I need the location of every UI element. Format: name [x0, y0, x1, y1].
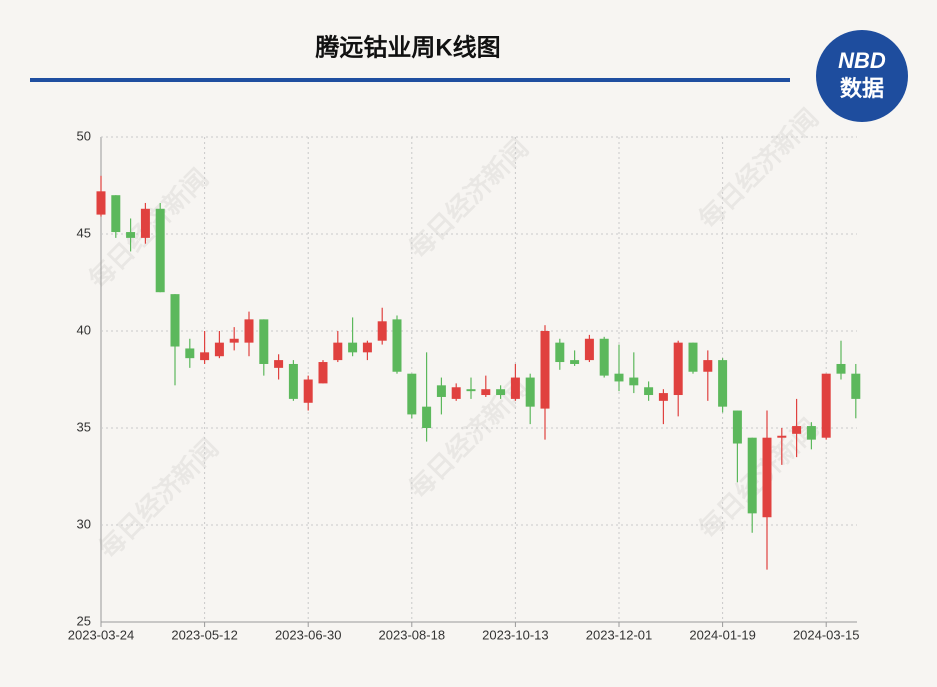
- candle-body: [466, 389, 476, 392]
- candle-body: [155, 208, 165, 293]
- candle-body: [318, 362, 328, 384]
- candle-body: [377, 321, 387, 341]
- x-tick-label: 2023-12-01: [586, 627, 653, 642]
- candle-body: [688, 342, 698, 372]
- candle-body: [718, 360, 728, 407]
- y-tick-label: 45: [77, 225, 91, 240]
- candle-body: [599, 338, 609, 376]
- candle-body: [806, 426, 816, 440]
- candle-body: [451, 387, 461, 399]
- candle-body: [555, 342, 565, 363]
- candle-body: [126, 232, 136, 238]
- candle-body: [170, 294, 180, 347]
- candle-body: [673, 342, 683, 396]
- x-tick-label: 2023-08-18: [379, 627, 446, 642]
- candle-body: [436, 385, 446, 397]
- logo-text: NBD: [838, 48, 886, 73]
- candle-body: [333, 342, 343, 361]
- candle-body: [392, 319, 402, 372]
- candle-body: [362, 342, 372, 353]
- candle-body: [510, 377, 520, 399]
- watermark: 每日经济新闻: [693, 103, 825, 235]
- candle-body: [658, 393, 668, 401]
- candle-body: [96, 191, 106, 215]
- candle-body: [836, 363, 846, 374]
- candle-body: [259, 319, 269, 364]
- candle-body: [407, 373, 417, 415]
- candle-body: [792, 426, 802, 434]
- candle-body: [481, 389, 491, 396]
- candle-body: [348, 342, 358, 353]
- x-tick-label: 2023-03-24: [68, 627, 135, 642]
- candle-body: [644, 387, 654, 396]
- candle-body: [274, 360, 284, 368]
- x-tick-label: 2023-06-30: [275, 627, 342, 642]
- x-tick-label: 2024-01-19: [689, 627, 756, 642]
- candle-body: [629, 377, 639, 386]
- y-tick-label: 40: [77, 322, 91, 337]
- candle-body: [111, 195, 121, 233]
- candle-body: [288, 363, 298, 399]
- candle-body: [747, 437, 757, 514]
- x-tick-label: 2024-03-15: [793, 627, 860, 642]
- y-tick-label: 35: [77, 419, 91, 434]
- candle-body: [584, 338, 594, 361]
- candle-body: [540, 331, 550, 409]
- logo: [816, 30, 908, 122]
- y-tick-label: 25: [77, 613, 91, 628]
- candle-body: [821, 373, 831, 438]
- watermark: 每日经济新闻: [403, 133, 535, 265]
- candle-body: [614, 373, 624, 382]
- logo-text: 数据: [840, 76, 884, 101]
- y-tick-label: 50: [77, 128, 91, 143]
- candle-body: [732, 410, 742, 444]
- candle-body: [525, 377, 535, 407]
- y-tick-label: 30: [77, 516, 91, 531]
- candle-body: [422, 406, 432, 428]
- candle-body: [140, 208, 150, 238]
- title-rule: [30, 78, 790, 82]
- watermarks: 每日经济新闻每日经济新闻每日经济新闻每日经济新闻每日经济新闻每日经济新闻: [83, 103, 825, 565]
- x-tick-label: 2023-10-13: [482, 627, 549, 642]
- x-tick-label: 2023-05-12: [171, 627, 238, 642]
- candle-body: [762, 437, 772, 518]
- candle-body: [244, 319, 254, 343]
- candle-body: [777, 435, 787, 438]
- candle-body: [229, 338, 239, 343]
- candle-body: [851, 373, 861, 399]
- chart-title: 腾远钴业周K线图: [315, 34, 500, 61]
- candle-body: [703, 360, 713, 372]
- candle-body: [496, 389, 506, 396]
- candle-body: [185, 348, 195, 359]
- candle-body: [200, 352, 210, 361]
- candle-body: [303, 379, 313, 403]
- candle-body: [570, 360, 580, 364]
- candle-body: [214, 342, 224, 357]
